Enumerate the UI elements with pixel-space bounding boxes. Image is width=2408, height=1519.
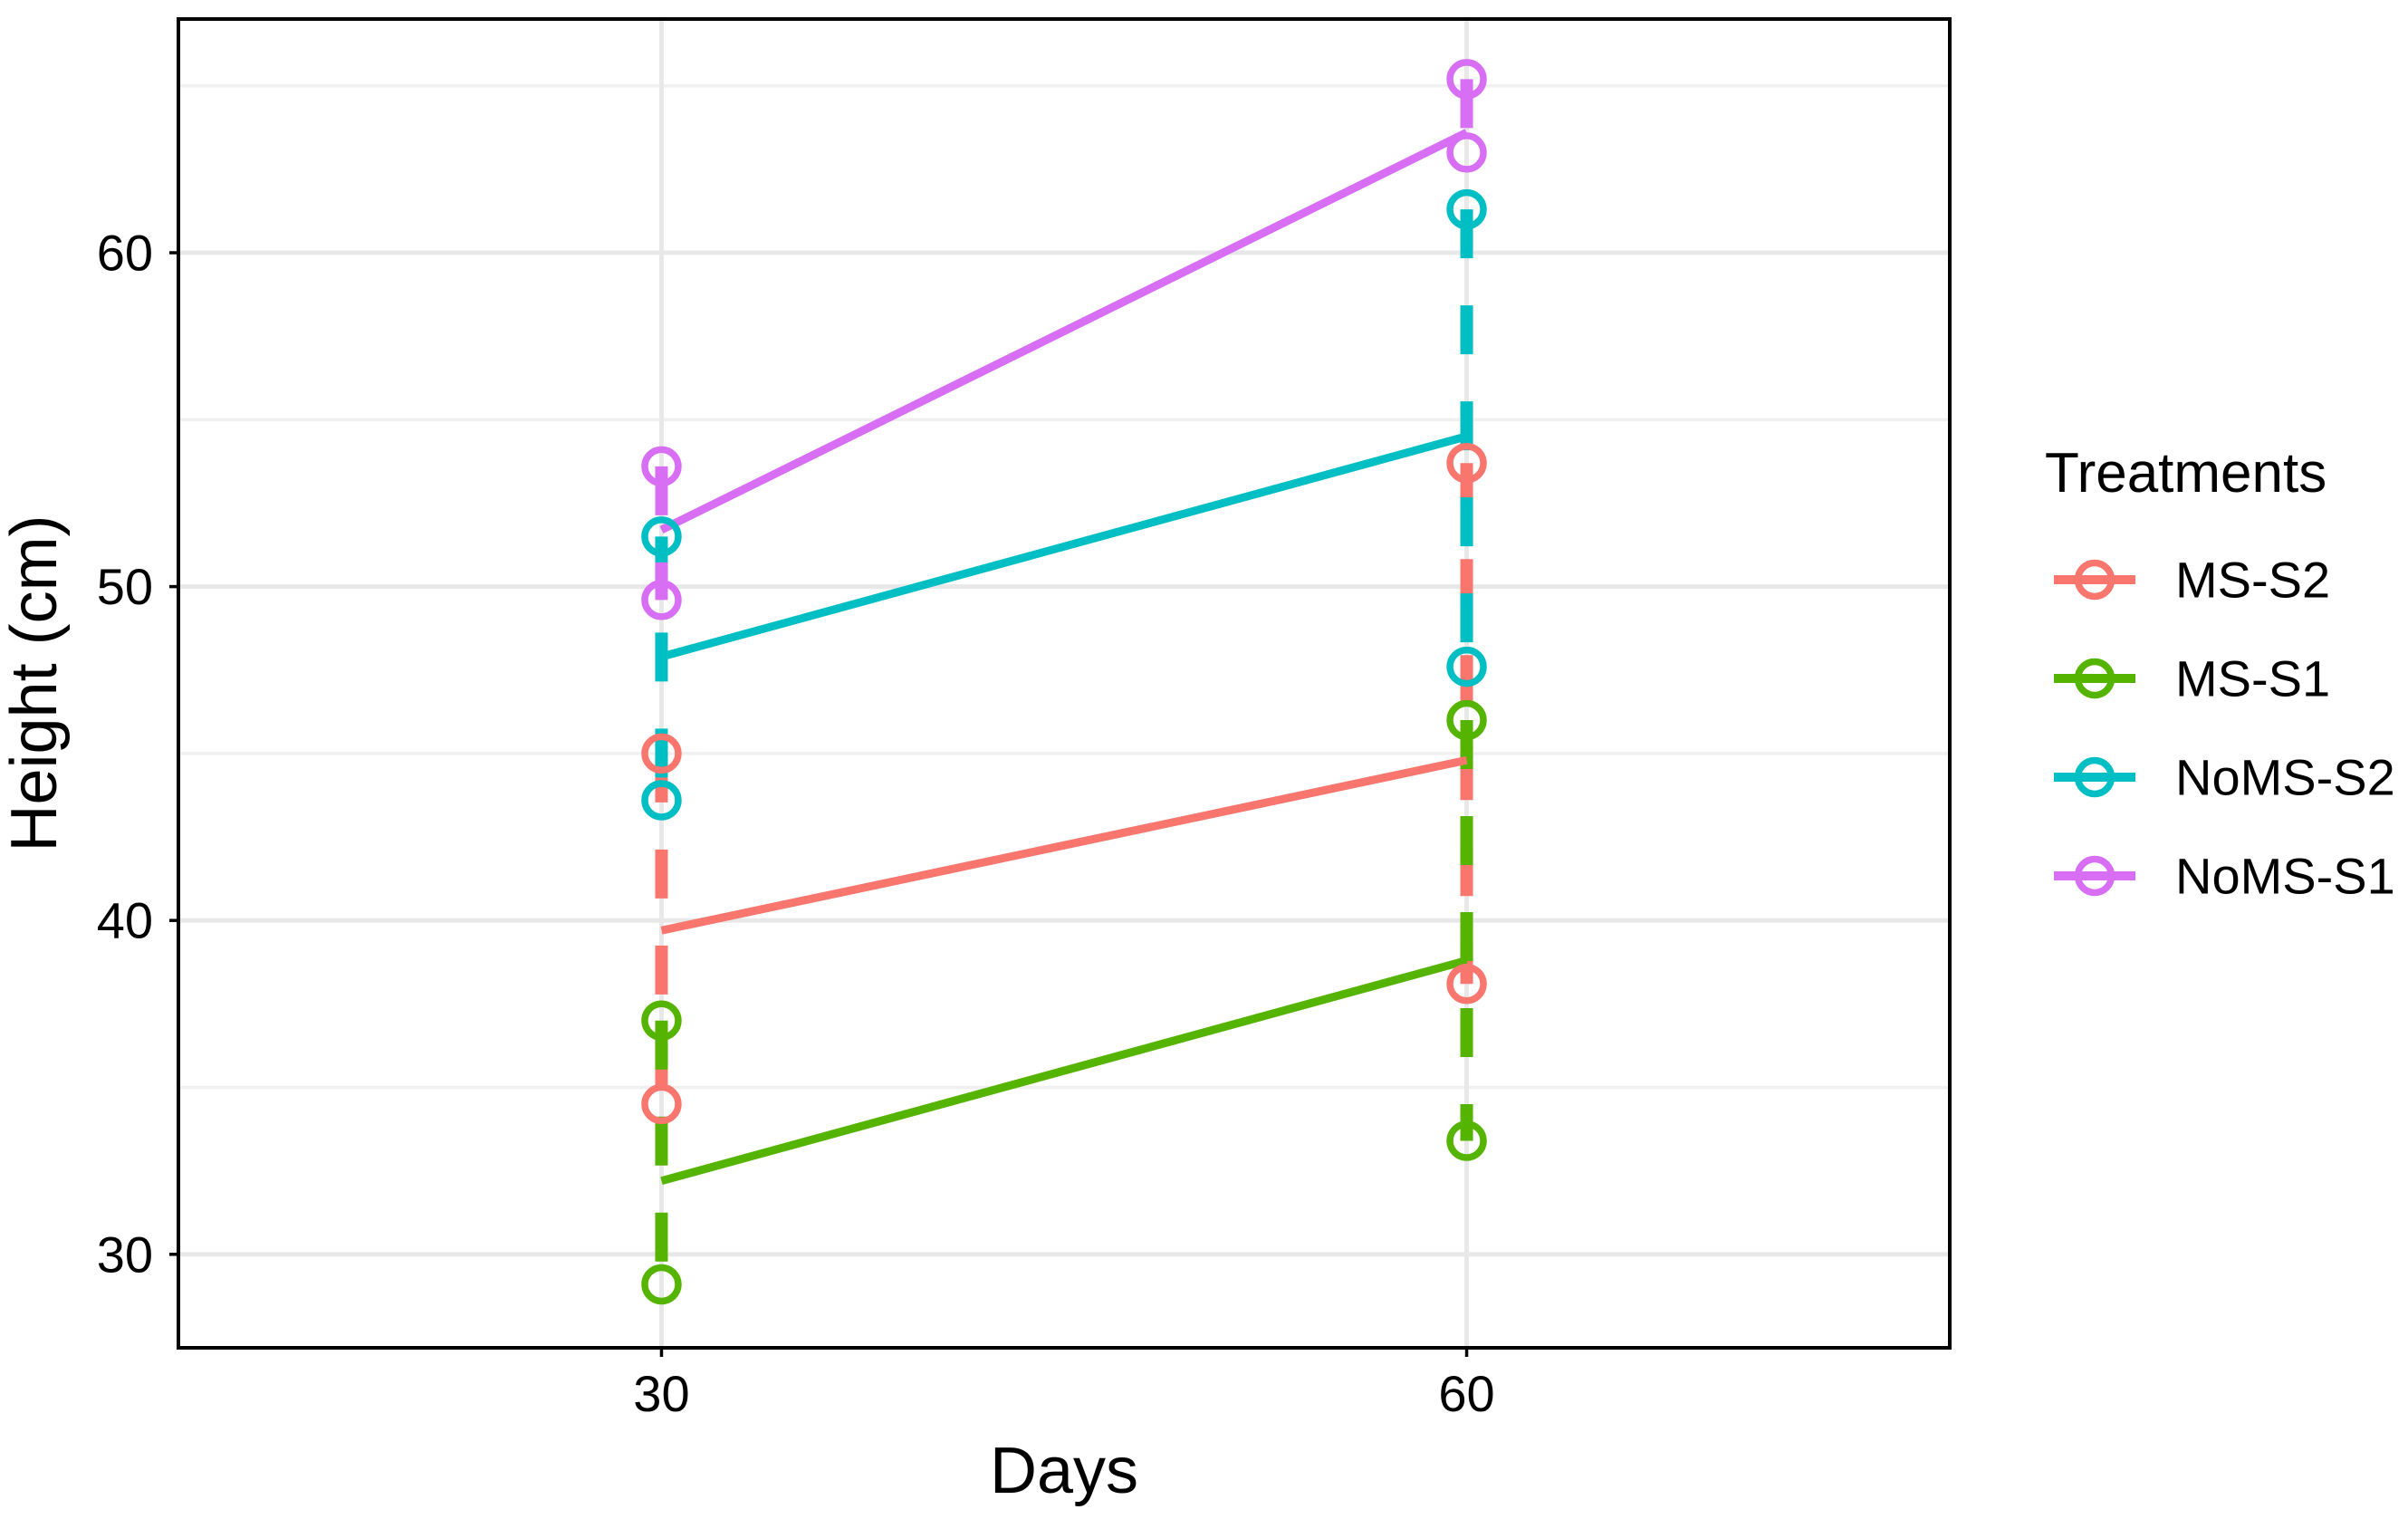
axis-layer: 30 40 50 60 30 60 Days Height (cm) [0, 225, 1495, 1507]
panel-layer [178, 19, 1950, 1348]
data-point-MS-S1 [1446, 699, 1487, 741]
data-point-NoMS-S1 [1446, 59, 1487, 100]
data-point-NoMS-S1 [641, 446, 682, 487]
trend-line-NoMS-S1 [659, 129, 1469, 534]
data-point-MS-S1 [641, 1000, 682, 1042]
data-point-NoMS-S2 [641, 516, 682, 557]
point-layer [641, 59, 1487, 1305]
data-point-MS-S1 [641, 1264, 682, 1305]
data-point-NoMS-S1 [1446, 132, 1487, 173]
legend-key-point-MS-S2 [2074, 559, 2115, 601]
trend-line-layer [659, 129, 1469, 1186]
legend-key-point-NoMS-S2 [2074, 756, 2115, 798]
y-tick-label: 60 [97, 225, 153, 282]
legend-label-MS-S2: MS-S2 [2175, 552, 2330, 609]
legend: Treatments MS-S2 MS-S1 NoMS-S2 NoMS-S1 [2045, 442, 2395, 905]
panel-background [178, 19, 1950, 1348]
legend-entry-NoMS-S1: NoMS-S1 [2054, 848, 2395, 905]
trend-line-MS-S2 [660, 755, 1468, 935]
data-point-NoMS-S1 [641, 580, 682, 620]
legend-label-MS-S1: MS-S1 [2175, 650, 2330, 707]
x-tick-label: 60 [1438, 1365, 1494, 1422]
trend-line-NoMS-S2 [660, 432, 1468, 661]
data-point-MS-S2 [1446, 963, 1487, 1005]
y-axis-title: Height (cm) [0, 514, 71, 851]
x-axis-title: Days [990, 1435, 1138, 1507]
data-point-NoMS-S2 [1446, 646, 1487, 687]
data-point-MS-S2 [1446, 442, 1487, 484]
x-tick-label: 30 [633, 1365, 689, 1422]
legend-entry-MS-S1: MS-S1 [2054, 650, 2330, 707]
y-tick-label: 40 [97, 892, 153, 949]
data-point-NoMS-S2 [641, 780, 682, 821]
legend-entry-MS-S2: MS-S2 [2054, 552, 2330, 609]
legend-title: Treatments [2045, 442, 2326, 505]
trend-line-MS-S1 [660, 957, 1468, 1186]
data-point-NoMS-S2 [1446, 188, 1487, 230]
legend-key-point-NoMS-S1 [2074, 855, 2115, 897]
y-tick-label: 50 [97, 558, 153, 615]
data-point-MS-S2 [641, 1083, 682, 1125]
legend-key-point-MS-S1 [2074, 658, 2115, 699]
legend-label-NoMS-S1: NoMS-S1 [2175, 848, 2395, 905]
data-point-MS-S1 [1446, 1120, 1487, 1161]
panel-border [177, 17, 1952, 1350]
legend-label-NoMS-S2: NoMS-S2 [2175, 749, 2395, 806]
y-tick-label: 30 [97, 1226, 153, 1283]
data-point-MS-S2 [641, 733, 682, 774]
panel-border-layer [177, 17, 1952, 1350]
legend-entry-NoMS-S2: NoMS-S2 [2054, 749, 2395, 806]
